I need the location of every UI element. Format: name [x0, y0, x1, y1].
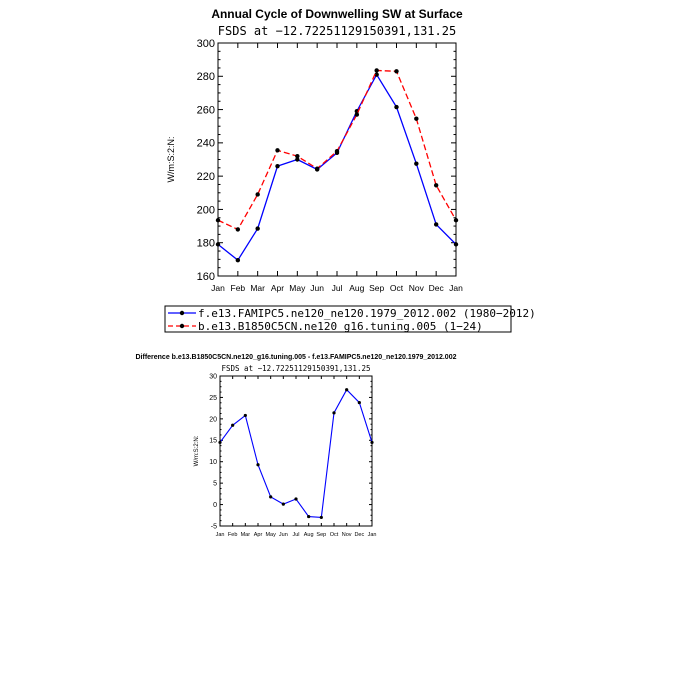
- chart-annual-cycle: Annual Cycle of Downwelling SW at Surfac…: [166, 7, 463, 293]
- data-point: [414, 116, 419, 121]
- data-point: [314, 166, 320, 171]
- data-point: [414, 161, 419, 166]
- data-point: [357, 400, 361, 405]
- data-point: [370, 440, 374, 445]
- data-point: [215, 242, 221, 247]
- chart-difference: Difference b.e13.B1850C5CN.ne120_g16.tun…: [135, 354, 456, 538]
- y-tick-label: 280: [197, 71, 215, 83]
- plot-frame: [219, 375, 373, 527]
- y-tick-label: 160: [197, 271, 215, 283]
- x-tick-label: Feb: [228, 532, 237, 538]
- data-point: [319, 515, 323, 520]
- data-point: [453, 242, 459, 247]
- chart-legend: f.e13.FAMIPC5.ne120_ne120.1979_2012.002 …: [164, 305, 536, 333]
- y-tick-label: 240: [197, 138, 215, 150]
- data-point: [307, 514, 311, 519]
- x-tick-label: Aug: [349, 283, 364, 293]
- x-tick-label: Apr: [271, 283, 284, 293]
- y-tick-label: 10: [209, 459, 217, 466]
- x-tick-label: Nov: [342, 532, 352, 538]
- data-point: [345, 388, 349, 392]
- x-tick-label: Mar: [241, 532, 251, 538]
- x-tick-label: Aug: [304, 532, 314, 538]
- data-point: [394, 69, 399, 74]
- data-point: [275, 163, 280, 169]
- x-tick-label: May: [265, 532, 276, 538]
- x-tick-label: Oct: [330, 532, 339, 538]
- y-tick-label: 20: [209, 416, 217, 423]
- data-point: [394, 104, 399, 110]
- data-point: [332, 411, 336, 415]
- x-tick-label: Jan: [368, 532, 377, 538]
- y-tick-label: 15: [209, 438, 217, 445]
- x-tick-label: Nov: [409, 283, 425, 293]
- x-tick-label: May: [289, 283, 306, 293]
- x-tick-label: Oct: [390, 283, 404, 293]
- data-point: [255, 226, 260, 231]
- data-point: [354, 112, 360, 117]
- legend-marker-1: [179, 310, 185, 316]
- legend-box: [164, 305, 512, 333]
- data-point: [235, 257, 241, 263]
- x-tick-label: Jun: [310, 283, 324, 293]
- legend-label-1: f.e13.FAMIPC5.ne120_ne120.1979_2012.002 …: [198, 307, 536, 320]
- y-tick-label: 25: [209, 395, 217, 402]
- data-point: [295, 153, 300, 159]
- chart-title: Difference b.e13.B1850C5CN.ne120_g16.tun…: [135, 354, 456, 361]
- data-point: [295, 157, 300, 162]
- y-tick-label: 260: [197, 104, 215, 116]
- y-tick-label: 180: [197, 238, 215, 250]
- data-point: [374, 72, 379, 77]
- data-point: [433, 222, 439, 227]
- data-point: [433, 183, 439, 188]
- y-tick-label: 5: [213, 481, 217, 488]
- y-tick-label: 0: [213, 502, 217, 509]
- x-tick-label: Sep: [369, 283, 384, 293]
- series-line-1: [217, 73, 457, 262]
- x-tick-label: Jan: [216, 532, 225, 538]
- x-tick-label: Dec: [354, 532, 364, 538]
- y-tick-label: 200: [197, 204, 215, 216]
- y-tick-label: 30: [209, 373, 217, 380]
- data-point: [374, 68, 379, 73]
- x-tick-label: Jan: [449, 283, 463, 293]
- y-tick-label: 220: [197, 171, 215, 183]
- legend-label-2: b.e13.B1850C5CN.ne120_g16.tuning.005 (1−…: [198, 320, 483, 333]
- data-point: [215, 218, 221, 223]
- data-point: [294, 497, 298, 501]
- x-tick-label: Apr: [254, 532, 263, 538]
- chart-subtitle: FSDS at −12.72251129150391,131.25: [218, 24, 456, 38]
- data-point: [275, 148, 280, 153]
- data-point: [255, 192, 260, 197]
- y-tick-label: 300: [197, 38, 215, 50]
- x-tick-label: Feb: [231, 283, 246, 293]
- y-axis-label: W/m:S:2:N:: [166, 136, 176, 182]
- data-point: [243, 413, 247, 418]
- data-point: [235, 227, 241, 232]
- data-point: [453, 218, 459, 223]
- y-tick-label: -5: [211, 523, 217, 530]
- x-tick-label: Jul: [292, 532, 299, 538]
- data-point: [269, 495, 273, 499]
- x-tick-label: Mar: [250, 283, 265, 293]
- data-point: [281, 502, 285, 506]
- y-axis-label: W/m:S:2:N:: [194, 435, 200, 466]
- data-point: [218, 440, 222, 445]
- x-tick-label: Jun: [279, 532, 288, 538]
- data-point: [334, 148, 340, 154]
- x-tick-label: Jul: [332, 283, 343, 293]
- x-tick-label: Dec: [429, 283, 445, 293]
- data-point: [231, 423, 235, 427]
- plot-frame: [217, 42, 457, 277]
- chart-subtitle: FSDS at −12.72251129150391,131.25: [221, 364, 370, 373]
- data-point: [256, 463, 260, 467]
- x-tick-label: Sep: [316, 532, 326, 538]
- chart-title: Annual Cycle of Downwelling SW at Surfac…: [211, 7, 463, 21]
- x-tick-label: Jan: [211, 283, 225, 293]
- legend-marker-2: [179, 323, 185, 329]
